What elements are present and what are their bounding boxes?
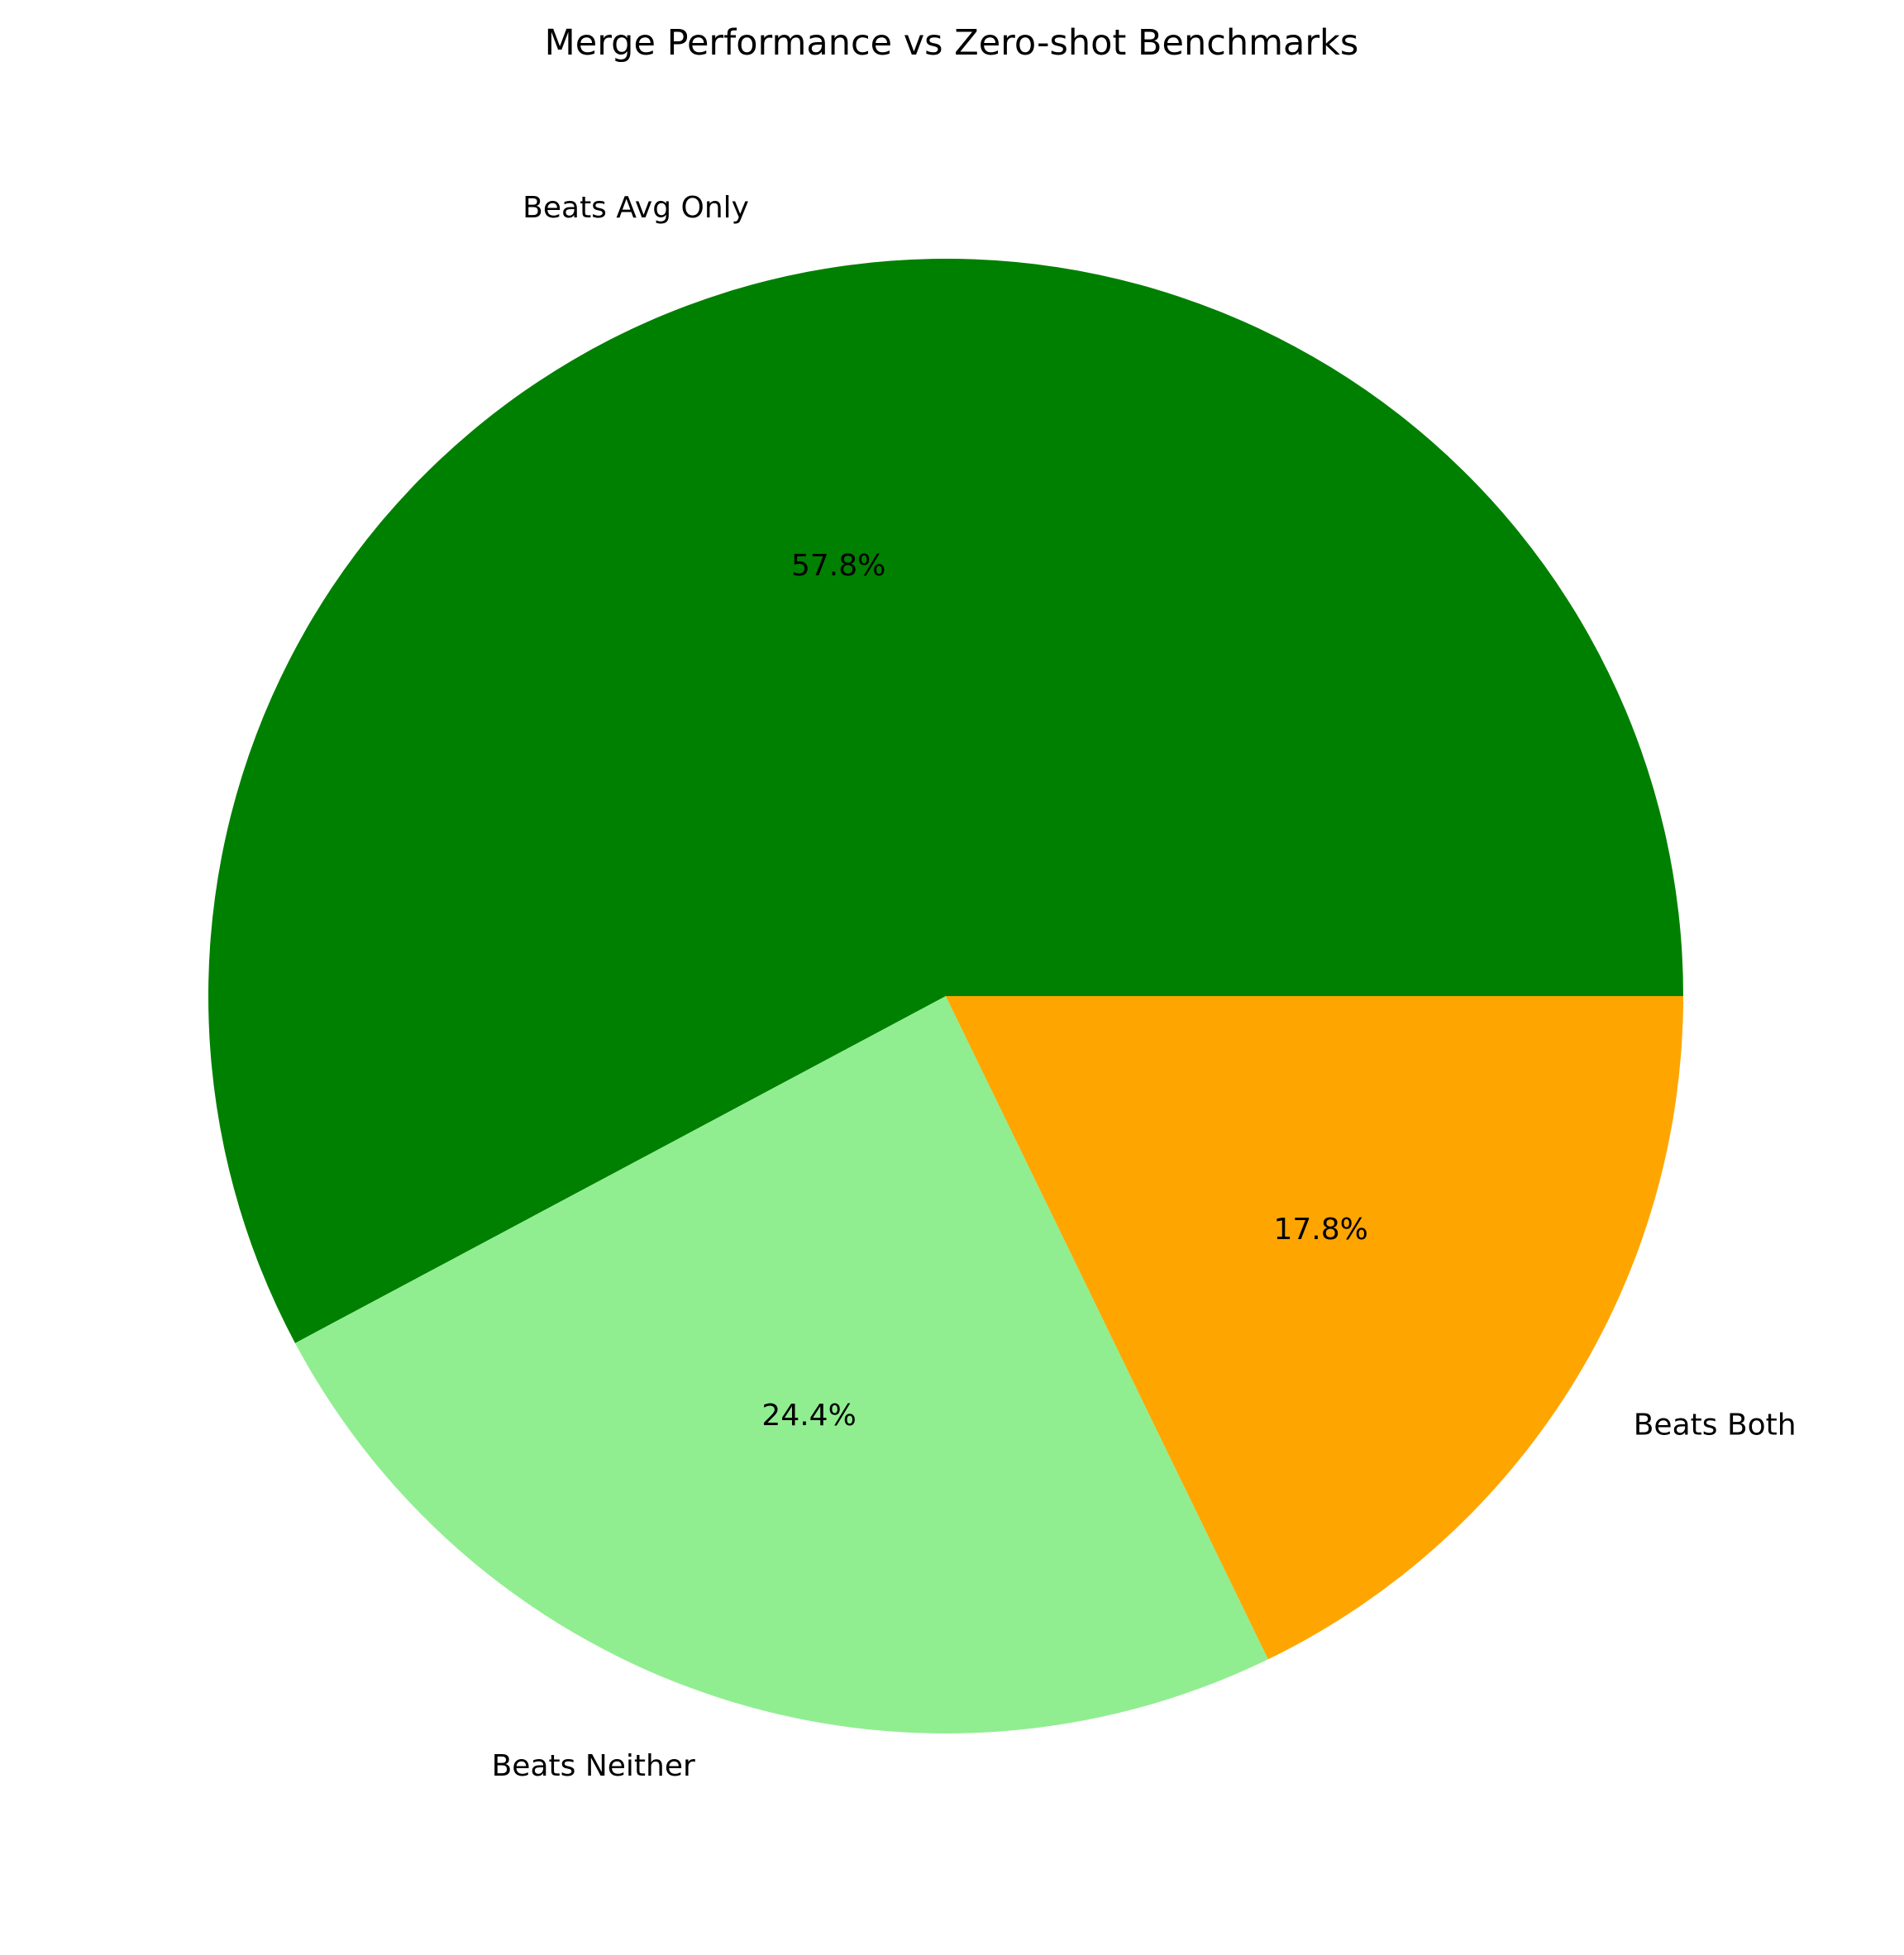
pie-slice-beats-neither [294, 996, 1268, 1733]
pie-slices [208, 259, 1684, 1733]
pie-labels: Beats Avg Only 57.8% Beats Neither 24.4% Bea… [492, 191, 1797, 1783]
slice-label-beats-avg-only: Beats Avg Only [523, 191, 749, 225]
percent-label-beats-avg-only: 57.8% [791, 549, 885, 583]
slice-label-beats-both: Beats Both [1634, 1409, 1797, 1442]
pie-slice-beats-avg-only [208, 259, 1684, 1343]
slice-label-beats-neither: Beats Neither [492, 1749, 695, 1783]
percent-label-beats-neither: 24.4% [761, 1399, 856, 1433]
percent-label-beats-both: 17.8% [1273, 1213, 1367, 1247]
chart-title: Merge Performance vs Zero-shot Benchmark… [545, 22, 1359, 64]
pie-slice-beats-both [946, 996, 1683, 1660]
